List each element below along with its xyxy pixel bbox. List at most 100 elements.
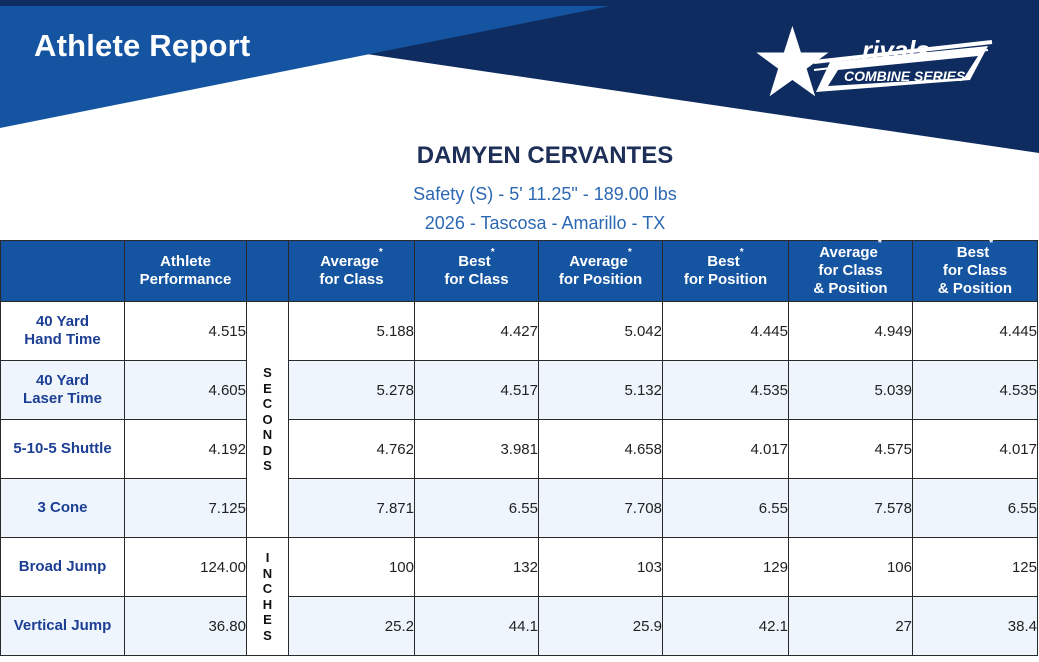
unit-letter: C	[262, 396, 273, 412]
row-label-line: Hand Time	[24, 331, 101, 348]
column-header-line: Best	[707, 253, 740, 270]
value-cell: 5.132	[538, 360, 663, 420]
value-cell: 6.55	[912, 478, 1038, 538]
rivals-combine-logo: rivals COMBINE SERIES	[752, 22, 1002, 106]
column-header-line: & Position	[937, 280, 1013, 297]
table-row: 5-10-5 Shuttle 4.192 4.762 3.981 4.658 4.017 4…	[0, 419, 1038, 479]
unit-letter: H	[262, 596, 273, 612]
value-cell: 4.535	[912, 360, 1038, 420]
row-label-line: Laser Time	[23, 390, 102, 407]
report-title: Athlete Report	[34, 28, 251, 63]
column-header-line: for Class	[444, 271, 509, 288]
asterisk-mark: *	[739, 247, 744, 258]
row-label: Broad Jump	[0, 537, 125, 597]
asterisk-mark: *	[378, 247, 383, 258]
unit-letter: C	[262, 581, 273, 596]
value-cell: 44.1	[414, 596, 539, 656]
column-header-line: for Position	[558, 271, 643, 288]
value-cell: 5.042	[538, 301, 663, 361]
column-header-line: Athlete	[160, 253, 211, 270]
value-cell: 132	[414, 537, 539, 597]
column-header-line: & Position	[813, 280, 888, 297]
table-row: Vertical Jump 36.80 25.2 44.1 25.9 42.1 27 38.4	[0, 596, 1038, 656]
value-cell: 100	[288, 537, 415, 597]
value-cell: 7.708	[538, 478, 663, 538]
athlete-details: Safety (S) - 5' 11.25" - 189.00 lbs	[413, 184, 677, 204]
value-cell: 36.80	[124, 596, 247, 656]
logo-word: rivals	[862, 35, 930, 65]
value-cell: 4.017	[662, 419, 789, 479]
logo-sub: COMBINE SERIES	[844, 68, 966, 84]
value-cell: 4.658	[538, 419, 663, 479]
value-cell: 7.871	[288, 478, 415, 538]
unit-letter: S	[263, 627, 272, 643]
unit-letter: N	[262, 565, 273, 581]
value-cell: 5.278	[288, 360, 415, 420]
unit-header	[246, 240, 289, 302]
value-cell: 4.017	[912, 419, 1038, 479]
row-label-line: 40 Yard	[35, 372, 90, 389]
value-cell: 129	[662, 537, 789, 597]
value-cell: 4.517	[414, 360, 539, 420]
corner-header	[0, 240, 125, 302]
asterisk-mark: *	[877, 238, 882, 249]
column-header-line: Average	[320, 253, 379, 270]
value-cell: 4.445	[912, 301, 1038, 361]
column-header: Average* for Class & Position	[788, 238, 913, 302]
value-cell: 25.2	[288, 596, 415, 656]
value-cell: 125	[912, 537, 1038, 597]
value-cell: 7.125	[124, 478, 247, 538]
asterisk-mark: *	[989, 238, 994, 249]
asterisk-mark: *	[627, 247, 632, 258]
value-cell: 103	[538, 537, 663, 597]
value-cell: 4.575	[788, 419, 913, 479]
row-label-line: 40 Yard	[35, 313, 90, 330]
column-header-line: Performance	[139, 271, 232, 288]
row-label: 3 Cone	[0, 478, 125, 538]
value-cell: 4.427	[414, 301, 539, 361]
value-cell: 5.039	[788, 360, 913, 420]
row-label: 5-10-5 Shuttle	[0, 419, 125, 479]
star-icon: rivals COMBINE SERIES	[756, 25, 993, 97]
column-header-line: for Class	[942, 262, 1008, 279]
value-cell: 106	[788, 537, 913, 597]
value-cell: 7.578	[788, 478, 913, 538]
value-cell: 6.55	[662, 478, 789, 538]
value-cell: 4.445	[662, 301, 789, 361]
row-label: 40 Yard Hand Time	[0, 301, 125, 361]
value-cell: 42.1	[662, 596, 789, 656]
column-header-line: for Position	[683, 271, 768, 288]
column-header-line: Best	[956, 244, 990, 261]
value-cell: 6.55	[414, 478, 539, 538]
value-cell: 4.535	[662, 360, 789, 420]
header-row: Athlete Performance Average* for Class Bes…	[0, 238, 1038, 302]
value-cell: 38.4	[912, 596, 1038, 656]
table-row: Broad Jump 124.00 I N C H E S 100 132 103 129 106 125	[0, 537, 1038, 656]
unit-letter: S	[263, 458, 272, 474]
table-row: 3 Cone 7.125 7.871 6.55 7.708 6.55 7.578 6.55	[0, 478, 1038, 538]
column-header: Average* for Position	[538, 240, 663, 302]
column-header: Best* for Class	[414, 240, 539, 302]
value-cell: 4.515	[124, 301, 247, 361]
value-cell: 27	[788, 596, 913, 656]
value-cell: 4.949	[788, 301, 913, 361]
asterisk-mark: *	[490, 247, 495, 258]
column-header: Athlete Performance	[124, 240, 247, 302]
value-cell: 4.762	[288, 419, 415, 479]
column-header: Best* for Class & Position	[912, 238, 1038, 302]
athlete-school: 2026 - Tascosa - Amarillo - TX	[424, 213, 666, 233]
value-cell: 3.981	[414, 419, 539, 479]
header-banner	[0, 0, 1039, 153]
column-header: Average* for Class	[288, 240, 415, 302]
table-row: 40 Yard Hand Time 4.515 S E C O N D S 5.188 4.427 5.…	[0, 301, 1038, 538]
unit-letter: I	[265, 550, 270, 565]
row-label: 40 Yard Laser Time	[0, 360, 125, 420]
column-header-line: for Class	[818, 262, 883, 279]
value-cell: 25.9	[538, 596, 663, 656]
value-cell: 4.192	[124, 419, 247, 479]
column-header-line: Average	[819, 244, 878, 261]
unit-letter: E	[263, 612, 272, 627]
column-header: Best* for Position	[662, 240, 789, 302]
